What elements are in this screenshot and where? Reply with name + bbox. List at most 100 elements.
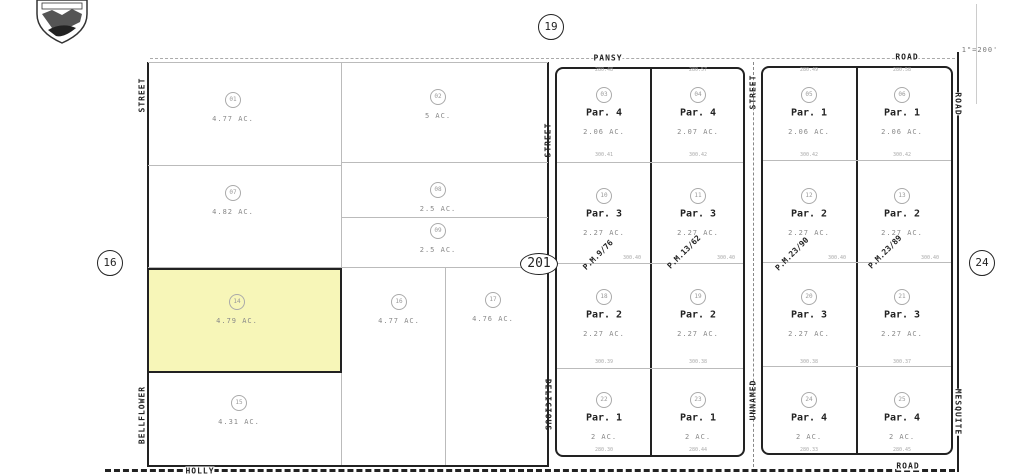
road-label: ROAD: [896, 461, 920, 471]
boundary-line: [557, 162, 743, 163]
dimension-label: 280.30: [594, 447, 614, 453]
street-label: STREET: [137, 77, 147, 113]
parcel-acreage: 2.27 AC.: [788, 330, 830, 338]
pansy-label: PANSY: [593, 53, 623, 63]
mesquite-label: MESQUITE: [953, 388, 963, 436]
unnamed-street-centerline: [753, 62, 754, 467]
parcel-designation: Par. 3: [790, 309, 828, 321]
boundary-line: [341, 217, 548, 218]
parcel-number-badge[interactable]: 11: [690, 188, 706, 204]
parcel-number-badge[interactable]: 25: [894, 392, 910, 408]
parcel-designation: Par. 2: [585, 309, 623, 321]
highlighted-parcel-14[interactable]: [147, 268, 342, 373]
page-ref-right: 24: [969, 250, 995, 276]
dimension-label: 280.48: [594, 67, 614, 73]
parcel-designation: Par. 4: [790, 412, 828, 424]
parcel-number-badge[interactable]: 19: [690, 289, 706, 305]
parcel-acreage: 2.07 AC.: [677, 128, 719, 136]
parcel-acreage: 2 AC.: [888, 433, 916, 441]
boundary-line: [341, 162, 548, 163]
north-arrow: [976, 4, 977, 104]
parcel-acreage: 4.77 AC.: [212, 115, 254, 123]
parcel-number-badge[interactable]: 18: [596, 289, 612, 305]
parcel-designation: Par. 1: [790, 107, 828, 119]
parcel-number-badge[interactable]: 10: [596, 188, 612, 204]
dimension-label: 280.58: [892, 67, 912, 73]
parcel-designation: Par. 3: [679, 208, 717, 220]
parcel-acreage: 2.27 AC.: [881, 229, 923, 237]
parcel-designation: Par. 4: [883, 412, 921, 424]
dimension-label: 280.33: [799, 447, 819, 453]
parcel-acreage: 2.27 AC.: [677, 330, 719, 338]
parcel-number-badge[interactable]: 03: [596, 87, 612, 103]
parcel-number-badge[interactable]: 04: [690, 87, 706, 103]
dimension-label: 280.57: [688, 67, 708, 73]
parcel-acreage: 2.27 AC.: [583, 229, 625, 237]
dimension-label: 300.40: [920, 255, 940, 261]
parcel-number-badge[interactable]: 12: [801, 188, 817, 204]
boundary-line: [148, 465, 548, 467]
boundary-line: [148, 267, 548, 268]
parcel-designation: Par. 4: [679, 107, 717, 119]
unnamed-label: UNNAMED: [748, 379, 758, 421]
parcel-acreage: 2.06 AC.: [788, 128, 830, 136]
parcel-number-badge[interactable]: 08: [430, 182, 446, 198]
boundary-line: [763, 160, 951, 161]
bellflower-label: BELLFLOWER: [137, 385, 147, 445]
boundary-line: [856, 67, 858, 454]
dimension-label: 300.38: [799, 359, 819, 365]
boundary-line: [148, 62, 548, 63]
parcel-acreage: 2.27 AC.: [677, 229, 719, 237]
parcel-number-badge[interactable]: 17: [485, 292, 501, 308]
parcel-number-badge[interactable]: 02: [430, 89, 446, 105]
boundary-line: [341, 62, 342, 466]
bellflower-street-line: [147, 62, 149, 467]
page-ref-left: 16: [97, 250, 123, 276]
parcel-number-badge[interactable]: 05: [801, 87, 817, 103]
dimension-label: 280.44: [688, 447, 708, 453]
county-seal-logo: [36, 0, 88, 44]
boundary-line: [445, 268, 446, 466]
dimension-label: 300.40: [622, 255, 642, 261]
parcel-acreage: 4.76 AC.: [472, 315, 514, 323]
holly-road-line: [105, 469, 955, 472]
parcel-acreage: 4.77 AC.: [378, 317, 420, 325]
dimension-label: 300.41: [594, 152, 614, 158]
parcel-acreage: 4.31 AC.: [218, 418, 260, 426]
parcel-designation: Par. 2: [883, 208, 921, 220]
parcel-number-badge[interactable]: 21: [894, 289, 910, 305]
parcel-designation: Par. 2: [790, 208, 828, 220]
parcel-number-badge[interactable]: 16: [391, 294, 407, 310]
boundary-line: [148, 165, 341, 166]
parcel-number-badge[interactable]: 13: [894, 188, 910, 204]
parcel-number-badge[interactable]: 24: [801, 392, 817, 408]
parcel-number-badge[interactable]: 20: [801, 289, 817, 305]
dimension-label: 300.40: [716, 255, 736, 261]
mesquite-road-line: [957, 52, 959, 472]
parcel-number-badge[interactable]: 09: [430, 223, 446, 239]
dimension-label: 300.42: [688, 152, 708, 158]
book-page-ref: 201: [520, 253, 558, 275]
parcel-acreage: 2.27 AC.: [583, 330, 625, 338]
boundary-line: [650, 68, 652, 456]
road-label: ROAD: [895, 52, 919, 62]
parcel-number-badge[interactable]: 14: [229, 294, 245, 310]
dimension-label: 300.39: [594, 359, 614, 365]
parcel-number-badge[interactable]: 22: [596, 392, 612, 408]
parcel-acreage: 2.06 AC.: [881, 128, 923, 136]
parcel-number-badge[interactable]: 06: [894, 87, 910, 103]
parcel-acreage: 2.5 AC.: [419, 205, 457, 213]
parcel-designation: Par. 2: [679, 309, 717, 321]
parcel-acreage: 2 AC.: [590, 433, 618, 441]
boundary-line: [763, 262, 951, 263]
pansy-road-centerline: [150, 58, 955, 59]
parcel-number-badge[interactable]: 07: [225, 185, 241, 201]
dimension-label: 280.49: [799, 67, 819, 73]
parcel-number-badge[interactable]: 01: [225, 92, 241, 108]
boundary-line: [557, 368, 743, 369]
parcel-number-badge[interactable]: 23: [690, 392, 706, 408]
parcel-acreage: 2.5 AC.: [419, 246, 457, 254]
parcel-number-badge[interactable]: 15: [231, 395, 247, 411]
dimension-label: 300.40: [827, 255, 847, 261]
